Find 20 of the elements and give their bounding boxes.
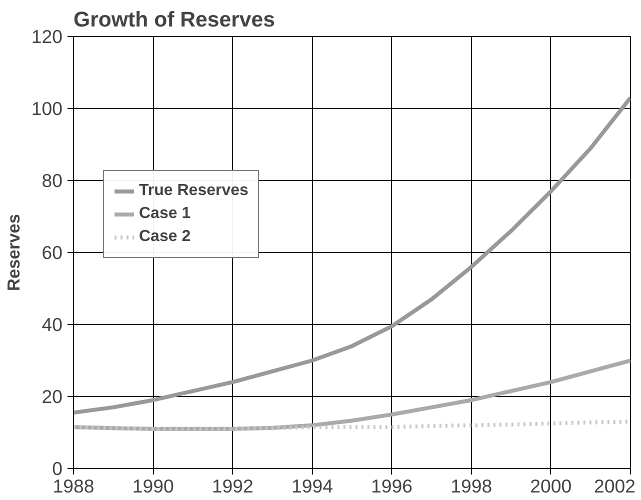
y-tick-label: 100	[31, 98, 63, 119]
y-axis-title: Reserves	[3, 214, 24, 292]
chart-title: Growth of Reserves	[74, 8, 275, 32]
x-tick-label: 1994	[291, 476, 333, 496]
y-tick-label: 80	[42, 170, 63, 191]
y-tick-label: 40	[42, 314, 63, 335]
legend-label: Case 1	[139, 205, 191, 223]
x-tick-label: 2002	[594, 476, 636, 496]
y-tick-label: 120	[31, 26, 63, 47]
x-tick-label: 1998	[450, 476, 492, 496]
x-tick-label: 1996	[371, 476, 413, 496]
x-tick-label: 2000	[530, 476, 572, 496]
legend-label: True Reserves	[139, 182, 248, 200]
y-tick-label: 20	[42, 386, 63, 407]
line-series	[74, 420, 630, 431]
y-tick-label: 60	[42, 242, 63, 263]
x-tick-label: 1992	[212, 476, 254, 496]
x-tick-label: 1990	[132, 476, 174, 496]
line-series	[74, 96, 630, 415]
legend-label: Case 2	[139, 228, 191, 246]
